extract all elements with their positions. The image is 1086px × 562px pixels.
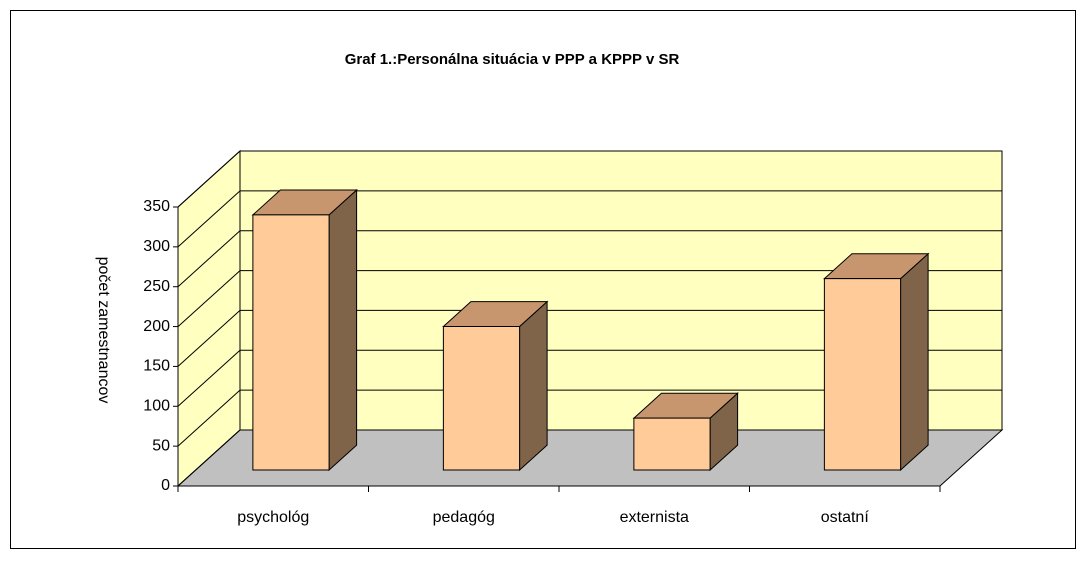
y-tick-label: 150	[143, 358, 170, 375]
y-tick-label: 250	[143, 278, 170, 295]
x-tick-label: ostatní	[821, 509, 870, 526]
bar	[252, 214, 330, 471]
bar	[633, 417, 711, 471]
y-axis-label: počet zamestnancov	[95, 257, 112, 404]
y-tick-label: 200	[143, 318, 170, 335]
grid-line	[177, 429, 1002, 487]
bar	[442, 325, 521, 471]
grid-line	[177, 150, 1002, 208]
y-tick-label: 100	[143, 398, 170, 415]
bar	[823, 278, 902, 471]
y-tick-label: 350	[143, 198, 170, 215]
x-tick-label: pedagóg	[433, 509, 495, 526]
bar-side	[328, 188, 358, 472]
grid-line	[177, 270, 1002, 327]
grid-line	[177, 230, 1002, 288]
grid-line	[177, 309, 1002, 367]
bar-side	[519, 300, 548, 472]
y-tick-label: 50	[152, 437, 170, 454]
chart-title: Graf 1.:Personálna situácia v PPP a KPPP…	[345, 51, 680, 68]
y-tick-label: 300	[143, 238, 170, 255]
x-tick-label: externista	[620, 509, 689, 526]
grid-line	[177, 190, 1002, 248]
grid-line	[177, 349, 1002, 407]
grid-line	[177, 389, 1002, 447]
bar-side	[900, 252, 929, 472]
x-tick-label: psychológ	[237, 509, 309, 526]
y-tick-label: 0	[161, 477, 170, 494]
